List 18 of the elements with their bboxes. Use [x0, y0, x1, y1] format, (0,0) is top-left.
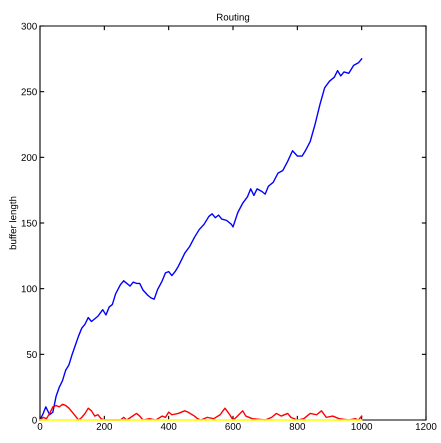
- y-tick-label: 250: [21, 88, 37, 96]
- y-tick-label: 300: [21, 22, 37, 30]
- y-tick-label: 150: [22, 220, 37, 227]
- y-tick-label: 50: [26, 351, 37, 358]
- y-tick-label: 100: [22, 285, 37, 292]
- y-tick-label: 0: [32, 416, 37, 424]
- x-tick-label: 1200: [416, 423, 436, 430]
- line-series: [39, 58, 362, 421]
- x-tick-label: 1000: [352, 423, 372, 430]
- x-tick-label: 800: [290, 423, 306, 430]
- y-axis-title: buffer length: [9, 196, 18, 250]
- x-tick-label: 400: [160, 423, 176, 430]
- x-tick-label: 200: [96, 423, 112, 430]
- x-tick-label: 0: [38, 423, 42, 430]
- line-series: [39, 404, 362, 421]
- x-tick-label: 600: [225, 423, 241, 430]
- y-tick-label: 200: [21, 154, 37, 161]
- chart-title: Routing: [217, 13, 250, 22]
